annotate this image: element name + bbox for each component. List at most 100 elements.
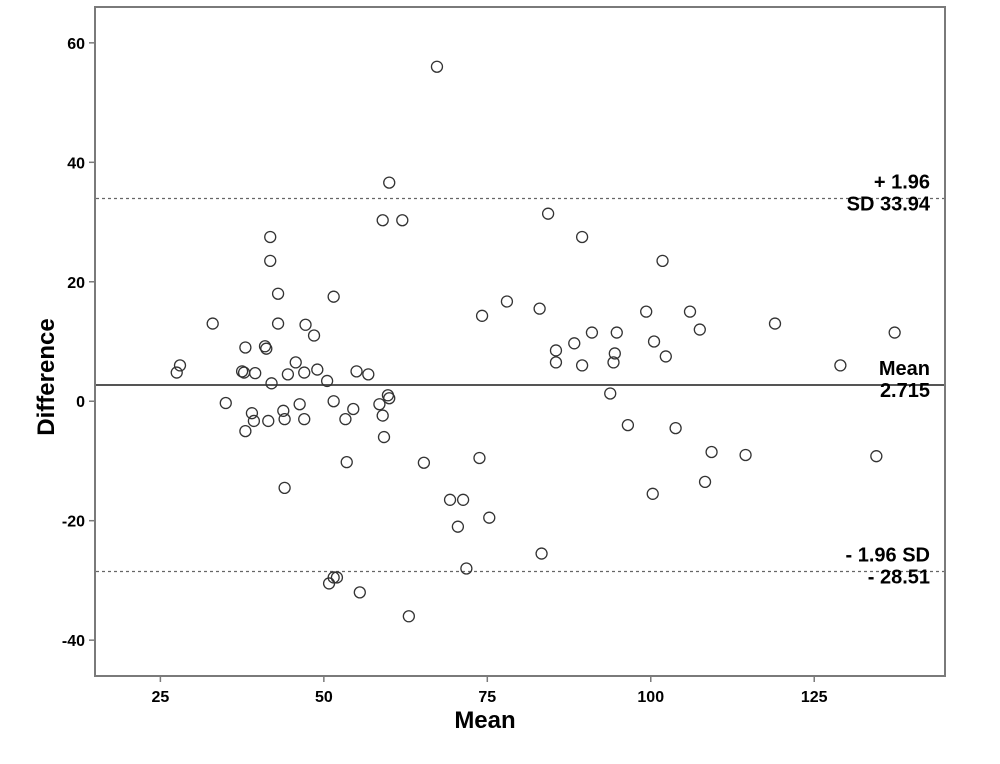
data-point [219, 396, 232, 410]
data-point [353, 586, 366, 599]
y-tick-label: 0 [76, 394, 85, 411]
data-point [239, 341, 252, 354]
data-point [568, 337, 581, 350]
data-point [239, 424, 252, 438]
data-point [327, 290, 340, 303]
x-tick-label: 75 [478, 689, 496, 706]
data-point [383, 392, 396, 405]
data-point [298, 413, 311, 426]
data-point [249, 367, 262, 380]
data-point [173, 359, 187, 372]
y-axis: 60 40 20 0 -20 -40 [62, 36, 95, 650]
data-point [575, 359, 589, 372]
data-point [327, 571, 340, 584]
data-point [739, 448, 752, 462]
data-point [693, 323, 706, 336]
data-point [535, 547, 548, 560]
reference-lines [96, 197, 944, 573]
data-point [608, 347, 621, 360]
data-point [768, 317, 782, 330]
data-point [500, 295, 514, 308]
data-point [245, 407, 259, 420]
data-point [473, 451, 486, 465]
y-tick-label: 60 [67, 36, 85, 53]
data-point [683, 305, 697, 318]
data-point [339, 413, 352, 426]
data-point [443, 493, 457, 506]
data-point [888, 326, 901, 339]
data-point [376, 214, 389, 227]
data-point [170, 366, 183, 379]
y-tick-label: -20 [62, 514, 85, 531]
data-point [264, 254, 277, 268]
data-point [347, 402, 360, 416]
data-point [383, 176, 396, 189]
data-point [281, 368, 295, 381]
mean-line-label-2: 2.715 [880, 380, 930, 402]
x-tick-label: 50 [315, 689, 333, 706]
data-point [298, 366, 311, 379]
data-point [647, 335, 661, 348]
data-point [834, 359, 847, 372]
data-point [607, 356, 620, 369]
data-point [264, 230, 277, 244]
data-point [549, 344, 563, 357]
data-point [278, 481, 291, 494]
data-point [640, 305, 653, 318]
data-point [549, 356, 563, 369]
data-point [377, 430, 391, 444]
data-point [610, 326, 623, 339]
data-point [456, 493, 470, 506]
data-point [320, 374, 334, 388]
upper-line-label-2: SD 33.94 [847, 194, 931, 216]
data-point [870, 450, 883, 463]
data-point [299, 318, 312, 331]
data-point [646, 487, 659, 500]
data-point [330, 571, 344, 584]
data-point [340, 456, 353, 469]
data-point [373, 398, 386, 411]
data-points [170, 60, 901, 623]
data-point [206, 317, 219, 330]
data-point [659, 350, 672, 363]
plot-frame [94, 6, 946, 677]
y-tick-label: -40 [62, 633, 85, 650]
y-tick-label: 40 [67, 155, 85, 172]
y-axis-title: Difference [33, 318, 60, 435]
x-tick-label: 25 [151, 689, 169, 706]
data-point [430, 60, 444, 73]
data-point [260, 342, 273, 355]
data-point [311, 363, 324, 376]
data-point [585, 326, 599, 339]
y-tick-label: 20 [67, 275, 85, 292]
data-point [350, 365, 363, 378]
data-point [451, 520, 465, 533]
data-point [278, 413, 291, 426]
data-point [307, 329, 321, 342]
upper-line-label-1: + 1.96 [874, 172, 930, 194]
data-point [541, 207, 555, 220]
data-point [396, 214, 409, 227]
data-point [258, 340, 272, 353]
data-point [247, 414, 261, 428]
x-tick-label: 100 [637, 689, 664, 706]
data-point [293, 398, 306, 411]
data-point [698, 475, 712, 489]
data-point [656, 254, 669, 268]
data-point [362, 368, 375, 381]
data-point [705, 445, 718, 459]
data-point [277, 404, 290, 417]
mean-line-label-1: Mean [879, 358, 930, 380]
data-point [460, 562, 473, 575]
data-point [327, 395, 340, 408]
data-point [235, 365, 249, 378]
data-point [533, 302, 546, 315]
lower-line-label-1: - 1.96 SD [846, 545, 930, 567]
data-point [475, 309, 489, 322]
data-point [402, 610, 415, 623]
data-point [376, 409, 389, 422]
data-point [483, 511, 496, 524]
data-point [265, 377, 278, 390]
